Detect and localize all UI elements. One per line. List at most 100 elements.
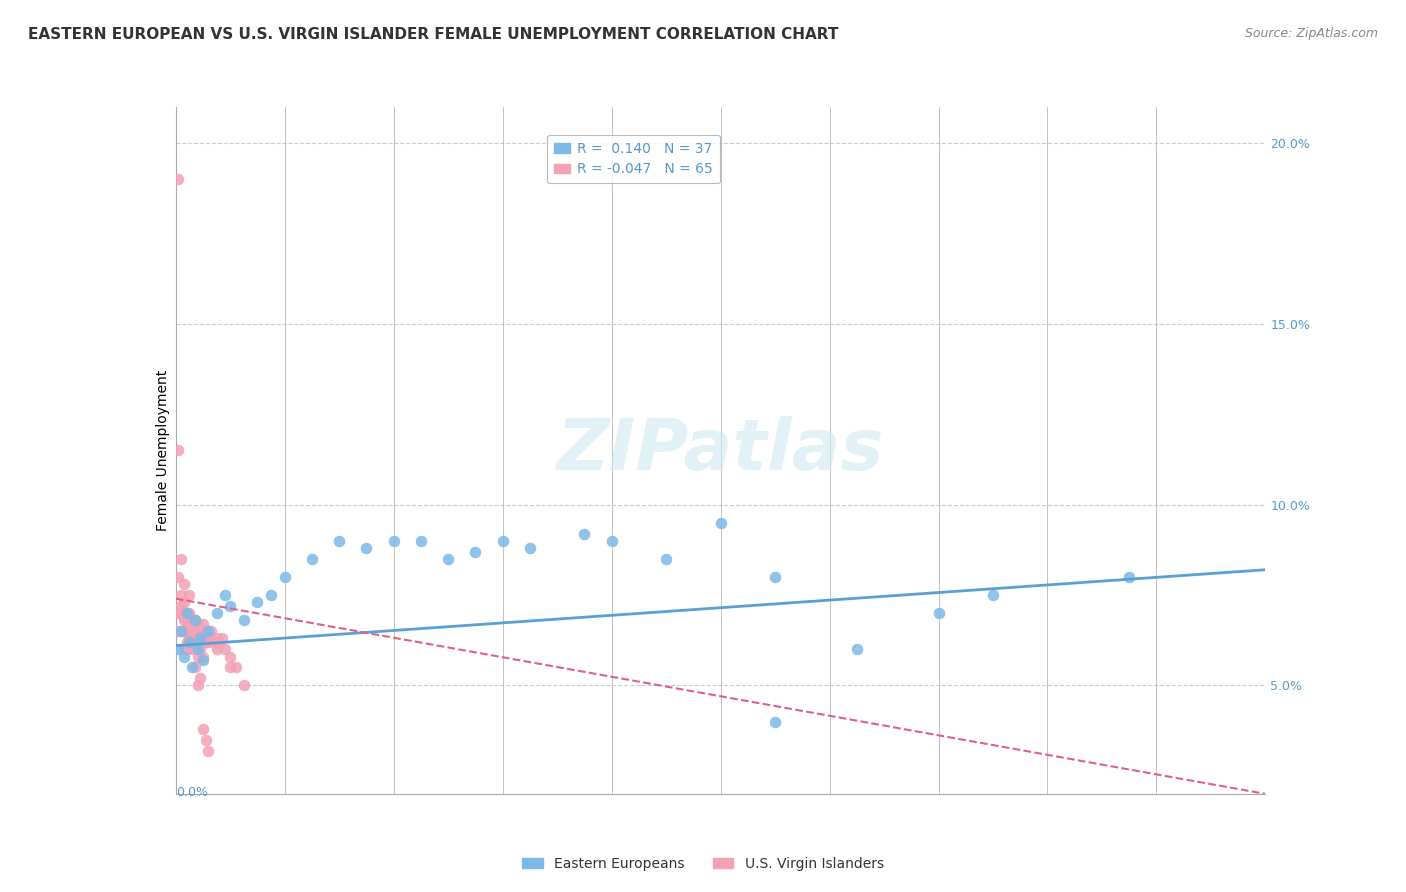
- Point: [197, 743, 219, 757]
- Point: [191, 649, 214, 664]
- Point: [260, 588, 283, 602]
- Point: [186, 642, 209, 657]
- Point: [179, 632, 201, 646]
- Point: [181, 624, 204, 639]
- Point: [214, 642, 236, 657]
- Point: [170, 624, 193, 639]
- Point: [211, 632, 233, 646]
- Point: [167, 443, 190, 458]
- Point: [191, 617, 214, 632]
- Text: ZIPatlas: ZIPatlas: [557, 416, 884, 485]
- Point: [519, 541, 541, 555]
- Point: [186, 635, 209, 649]
- Point: [170, 599, 193, 613]
- Point: [173, 609, 195, 624]
- Point: [356, 541, 378, 555]
- Point: [173, 595, 195, 609]
- Point: [188, 642, 211, 657]
- Point: [194, 635, 217, 649]
- Point: [170, 624, 193, 639]
- Point: [173, 649, 195, 664]
- Point: [205, 606, 228, 620]
- Point: [188, 632, 211, 646]
- Point: [170, 606, 193, 620]
- Point: [188, 624, 211, 639]
- Point: [655, 552, 678, 566]
- Point: [191, 624, 214, 639]
- Point: [710, 516, 733, 530]
- Point: [176, 606, 198, 620]
- Point: [176, 621, 198, 635]
- Point: [181, 660, 204, 674]
- Point: [928, 606, 950, 620]
- Point: [179, 624, 201, 639]
- Point: [188, 632, 211, 646]
- Point: [181, 613, 204, 627]
- Point: [170, 552, 193, 566]
- Point: [167, 172, 190, 186]
- Point: [167, 570, 190, 584]
- Point: [232, 678, 254, 692]
- Point: [176, 606, 198, 620]
- Point: [184, 642, 207, 657]
- Point: [409, 533, 432, 548]
- Point: [176, 624, 198, 639]
- Point: [167, 606, 190, 620]
- Point: [205, 632, 228, 646]
- Point: [191, 632, 214, 646]
- Legend: Eastern Europeans, U.S. Virgin Islanders: Eastern Europeans, U.S. Virgin Islanders: [517, 851, 889, 876]
- Point: [191, 722, 214, 736]
- Point: [186, 678, 209, 692]
- Point: [219, 660, 242, 674]
- Point: [328, 533, 350, 548]
- Point: [184, 613, 207, 627]
- Point: [200, 624, 222, 639]
- Point: [600, 533, 623, 548]
- Point: [981, 588, 1004, 602]
- Point: [437, 552, 460, 566]
- Point: [176, 642, 198, 657]
- Point: [176, 635, 198, 649]
- Point: [301, 552, 323, 566]
- Point: [845, 642, 868, 657]
- Point: [194, 732, 217, 747]
- Point: [382, 533, 405, 548]
- Point: [173, 606, 195, 620]
- Point: [179, 606, 201, 620]
- Text: EASTERN EUROPEAN VS U.S. VIRGIN ISLANDER FEMALE UNEMPLOYMENT CORRELATION CHART: EASTERN EUROPEAN VS U.S. VIRGIN ISLANDER…: [28, 27, 838, 42]
- Point: [167, 624, 190, 639]
- Point: [179, 632, 201, 646]
- Point: [574, 526, 596, 541]
- Point: [763, 570, 786, 584]
- Point: [1118, 570, 1140, 584]
- Point: [184, 613, 207, 627]
- Legend: R =  0.140   N = 37, R = -0.047   N = 65: R = 0.140 N = 37, R = -0.047 N = 65: [547, 135, 720, 184]
- Point: [219, 649, 242, 664]
- Point: [186, 617, 209, 632]
- Point: [173, 624, 195, 639]
- Point: [208, 635, 231, 649]
- Point: [191, 653, 214, 667]
- Point: [170, 588, 193, 602]
- Point: [232, 613, 254, 627]
- Point: [197, 624, 219, 639]
- Point: [173, 577, 195, 591]
- Point: [184, 660, 207, 674]
- Point: [179, 635, 201, 649]
- Point: [181, 632, 204, 646]
- Point: [181, 642, 204, 657]
- Point: [214, 588, 236, 602]
- Point: [179, 588, 201, 602]
- Text: 0.0%: 0.0%: [176, 786, 208, 798]
- Point: [464, 544, 486, 558]
- Point: [197, 635, 219, 649]
- Point: [492, 533, 515, 548]
- Point: [763, 714, 786, 729]
- Point: [197, 632, 219, 646]
- Point: [188, 671, 211, 685]
- Point: [186, 649, 209, 664]
- Point: [225, 660, 247, 674]
- Point: [202, 635, 225, 649]
- Point: [194, 624, 217, 639]
- Point: [246, 595, 269, 609]
